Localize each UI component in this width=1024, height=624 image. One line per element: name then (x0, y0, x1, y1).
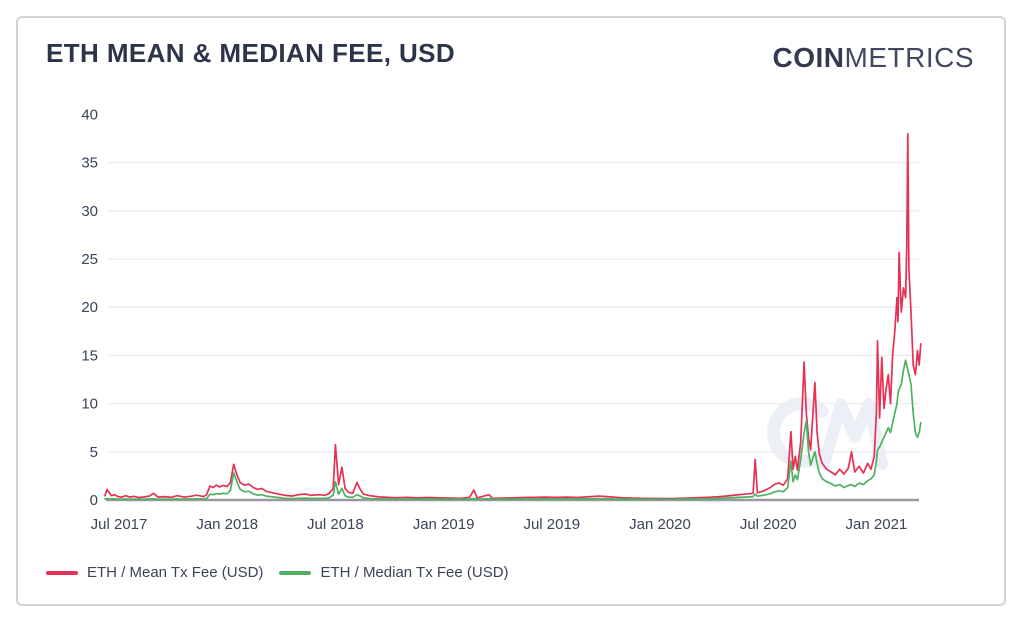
y-tick-label: 40 (81, 106, 98, 123)
legend-item-median: ETH / Median Tx Fee (USD) (279, 564, 509, 581)
x-tick-label: Jan 2021 (846, 516, 908, 533)
chart-legend: ETH / Mean Tx Fee (USD) ETH / Median Tx … (46, 564, 509, 581)
median-line-swatch (279, 570, 312, 575)
x-tick-label: Jul 2018 (307, 516, 364, 533)
y-tick-label: 10 (81, 396, 98, 413)
y-tick-label: 15 (81, 347, 98, 364)
coinmetrics-logo: COINMETRICS (773, 42, 975, 74)
median-fee-line (104, 359, 922, 501)
x-tick-label: Jul 2019 (523, 516, 580, 533)
logo-coin-text: COIN (772, 42, 845, 73)
x-tick-label: Jan 2020 (629, 516, 691, 533)
y-gridlines (108, 161, 919, 453)
y-tick-label: 20 (81, 299, 98, 316)
x-tick-label: Jan 2018 (196, 516, 258, 533)
legend-item-mean: ETH / Mean Tx Fee (USD) (46, 564, 263, 581)
y-tick-label: 25 (81, 251, 98, 268)
fee-chart: 0 5 10 15 20 25 30 35 40 Jul 2017 Jan 2018 Jul 2018… (81, 106, 922, 533)
x-tick-label: Jan 2019 (413, 516, 475, 533)
y-tick-label: 5 (90, 444, 98, 461)
mean-fee-line (104, 132, 922, 500)
y-tick-label: 30 (81, 203, 98, 220)
legend-label-mean: ETH / Mean Tx Fee (USD) (87, 564, 264, 581)
chart-card: 0 5 10 15 20 25 30 35 40 Jul 2017 Jan 2018 Jul 2018… (16, 16, 1006, 606)
x-axis-labels: Jul 2017 Jan 2018 Jul 2018 Jan 2019 Jul 2019… (91, 516, 908, 533)
y-tick-label: 35 (81, 155, 98, 172)
chart-title: ETH MEAN & MEDIAN FEE, USD (46, 38, 456, 68)
mean-line-swatch (46, 570, 78, 575)
y-axis-labels: 0 5 10 15 20 25 30 35 40 (81, 106, 98, 509)
logo-metrics-text: METRICS (844, 42, 974, 73)
x-tick-label: Jul 2020 (740, 516, 797, 533)
legend-label-median: ETH / Median Tx Fee (USD) (320, 564, 509, 581)
x-tick-label: Jul 2017 (91, 516, 148, 533)
y-tick-label: 0 (90, 492, 98, 509)
